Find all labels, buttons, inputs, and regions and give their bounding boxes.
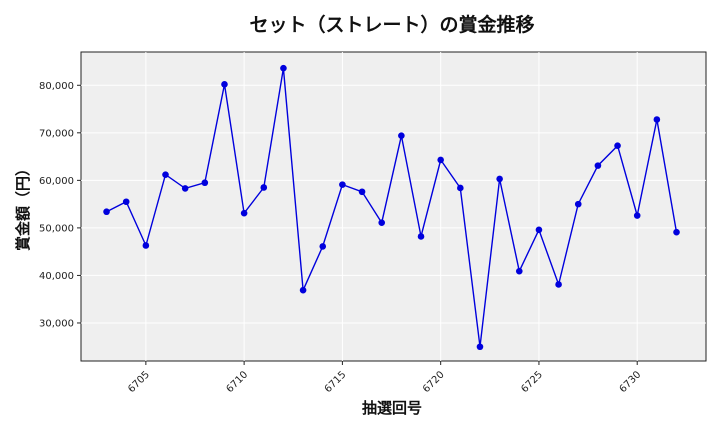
x-tick-label: 6725 [519,369,545,395]
y-tick-label: 50,000 [39,223,74,234]
data-point [515,267,523,275]
data-point [299,286,307,294]
data-point [673,228,680,236]
data-point [221,81,228,88]
data-point [103,208,110,216]
data-point [437,156,444,164]
x-tick-label: 6710 [224,369,250,395]
data-point [201,179,209,187]
data-points [103,64,680,351]
data-point [122,198,130,206]
data-point [260,184,268,191]
data-point [555,281,562,288]
data-point [653,116,661,123]
y-tick-label: 30,000 [39,318,74,329]
data-point [457,184,464,192]
x-tick-label: 6715 [323,369,349,395]
y-tick-label: 80,000 [39,81,74,92]
y-tick-label: 40,000 [39,271,74,282]
data-point [398,132,405,139]
data-point [476,343,484,351]
data-point [378,219,386,226]
plot-area [80,51,707,362]
series-line [106,68,678,347]
data-point [319,243,327,250]
y-axis-label: 賞金額（円） [14,161,32,251]
data-point [633,212,641,219]
data-point [574,200,582,208]
data-point [181,185,189,192]
x-tick-label: 6705 [126,369,152,395]
data-point [240,209,248,217]
gridlines [81,52,706,361]
data-point [594,162,602,169]
x-axis-ticks: 6705 6710 6715 6720 6725 6730 [126,361,643,395]
x-axis-label: 抽選回号 [362,399,422,417]
data-point [614,142,621,149]
data-point [280,64,287,72]
chart-title: セット（ストレート）の賞金推移 [249,13,534,36]
y-tick-label: 70,000 [39,128,74,139]
x-tick-label: 6720 [421,369,447,395]
data-point [496,175,503,183]
data-point [417,233,425,240]
data-point [162,171,169,178]
data-point [358,188,366,196]
data-point [339,181,346,188]
data-point [535,226,543,234]
y-tick-label: 60,000 [39,176,74,187]
data-point [142,242,150,249]
x-tick-label: 6730 [618,369,644,395]
y-axis-ticks: 30,000 40,000 50,000 60,000 70,000 80,000 [39,81,81,329]
